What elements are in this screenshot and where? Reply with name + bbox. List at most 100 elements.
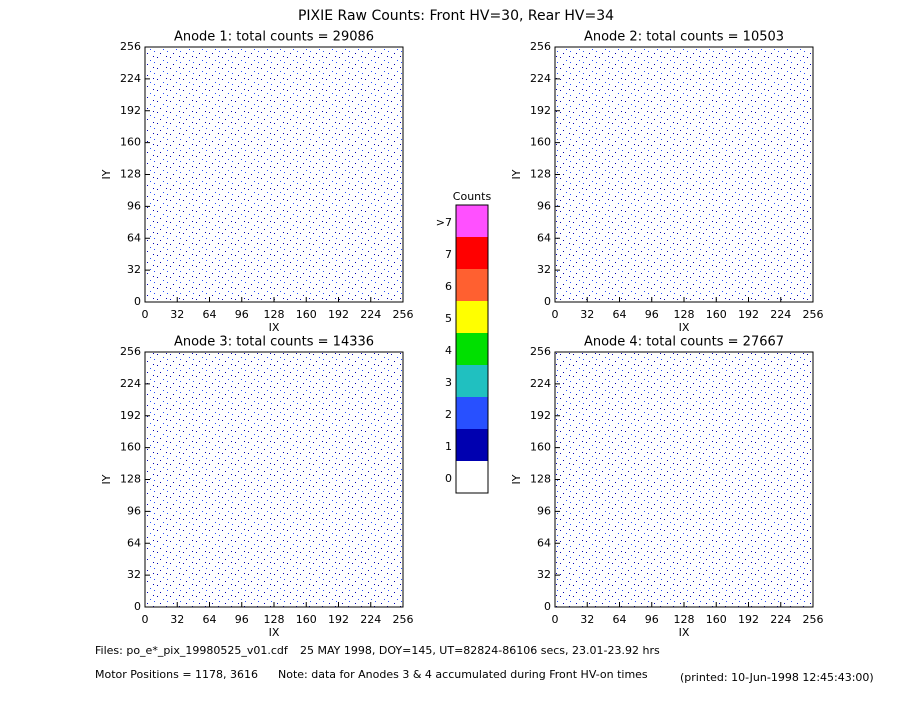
y-tick-label: 192 — [530, 104, 551, 117]
y-tick-label: 192 — [120, 409, 141, 422]
y-tick-label: 128 — [530, 168, 551, 181]
y-tick-label: 192 — [120, 104, 141, 117]
x-axis-label: IX — [679, 321, 690, 334]
footer-printed: (printed: 10-Jun-1998 12:45:43:00) — [680, 671, 874, 684]
y-tick-label: 192 — [530, 409, 551, 422]
x-tick-label: 224 — [770, 308, 791, 321]
colorbar-box — [456, 429, 488, 461]
colorbar-box — [456, 301, 488, 333]
y-tick-label: 128 — [530, 473, 551, 486]
x-tick-label: 192 — [738, 613, 759, 626]
colorbar-box — [456, 205, 488, 237]
x-tick-label: 256 — [393, 308, 414, 321]
x-tick-label: 128 — [674, 308, 695, 321]
x-tick-label: 64 — [613, 613, 627, 626]
colorbar-label: 3 — [445, 376, 452, 389]
footer-motor: Motor Positions = 1178, 3616 — [95, 668, 258, 681]
colorbar-label: 5 — [445, 312, 452, 325]
y-tick-label: 224 — [530, 377, 551, 390]
y-tick-label: 96 — [127, 504, 141, 517]
heatmap-area — [555, 47, 813, 302]
y-tick-label: 256 — [120, 40, 141, 53]
main-title: PIXIE Raw Counts: Front HV=30, Rear HV=3… — [298, 8, 614, 24]
x-tick-label: 192 — [738, 308, 759, 321]
y-tick-label: 32 — [127, 263, 141, 276]
y-tick-label: 32 — [537, 568, 551, 581]
x-tick-label: 192 — [328, 308, 349, 321]
colorbar-label: 1 — [445, 440, 452, 453]
y-tick-label: 96 — [537, 199, 551, 212]
footer-files: Files: po_e*_pix_19980525_v01.cdf — [95, 644, 289, 657]
x-tick-label: 64 — [203, 613, 217, 626]
y-tick-label: 256 — [530, 40, 551, 53]
y-tick-label: 0 — [134, 600, 141, 613]
y-tick-label: 224 — [120, 377, 141, 390]
y-tick-label: 160 — [120, 136, 141, 149]
y-tick-label: 96 — [127, 199, 141, 212]
x-tick-label: 96 — [645, 308, 659, 321]
x-tick-label: 160 — [296, 613, 317, 626]
y-tick-label: 0 — [544, 295, 551, 308]
y-tick-label: 256 — [120, 345, 141, 358]
x-tick-label: 128 — [264, 613, 285, 626]
y-tick-label: 160 — [120, 441, 141, 454]
x-tick-label: 256 — [393, 613, 414, 626]
y-tick-label: 128 — [120, 473, 141, 486]
x-axis-label: IX — [269, 626, 280, 639]
y-tick-label: 224 — [120, 72, 141, 85]
footer-note: Note: data for Anodes 3 & 4 accumulated … — [278, 668, 648, 681]
x-tick-label: 256 — [803, 613, 824, 626]
x-tick-label: 128 — [264, 308, 285, 321]
colorbar-box — [456, 365, 488, 397]
panel-title: Anode 3: total counts = 14336 — [174, 335, 374, 350]
x-tick-label: 128 — [674, 613, 695, 626]
colorbar-box — [456, 397, 488, 429]
colorbar-label: 7 — [445, 248, 452, 261]
x-tick-label: 0 — [552, 613, 559, 626]
colorbar-label: 4 — [445, 344, 452, 357]
colorbar-box — [456, 333, 488, 365]
x-tick-label: 32 — [170, 613, 184, 626]
x-tick-label: 64 — [613, 308, 627, 321]
x-tick-label: 256 — [803, 308, 824, 321]
y-tick-label: 64 — [537, 536, 551, 549]
y-tick-label: 64 — [127, 536, 141, 549]
y-tick-label: 224 — [530, 72, 551, 85]
y-tick-label: 64 — [537, 231, 551, 244]
y-axis-label: IY — [510, 474, 523, 484]
colorbar-box — [456, 269, 488, 301]
y-axis-label: IY — [100, 169, 113, 179]
heatmap-area — [145, 352, 403, 607]
y-tick-label: 32 — [537, 263, 551, 276]
y-tick-label: 160 — [530, 136, 551, 149]
colorbar-title: Counts — [453, 190, 492, 203]
x-tick-label: 224 — [360, 613, 381, 626]
panel-title: Anode 4: total counts = 27667 — [584, 335, 784, 350]
y-tick-label: 128 — [120, 168, 141, 181]
colorbar-label: 0 — [445, 472, 452, 485]
x-tick-label: 96 — [235, 308, 249, 321]
y-tick-label: 32 — [127, 568, 141, 581]
x-tick-label: 192 — [328, 613, 349, 626]
y-tick-label: 96 — [537, 504, 551, 517]
colorbar-box — [456, 237, 488, 269]
y-tick-label: 0 — [134, 295, 141, 308]
x-tick-label: 32 — [170, 308, 184, 321]
x-tick-label: 224 — [360, 308, 381, 321]
x-tick-label: 224 — [770, 613, 791, 626]
x-tick-label: 64 — [203, 308, 217, 321]
x-tick-label: 160 — [296, 308, 317, 321]
y-axis-label: IY — [100, 474, 113, 484]
y-tick-label: 64 — [127, 231, 141, 244]
heatmap-area — [145, 47, 403, 302]
y-tick-label: 0 — [544, 600, 551, 613]
x-axis-label: IX — [679, 626, 690, 639]
colorbar-label: >7 — [436, 216, 452, 229]
panel-title: Anode 1: total counts = 29086 — [174, 30, 374, 45]
footer-date: 25 MAY 1998, DOY=145, UT=82824-86106 sec… — [300, 644, 660, 657]
heatmap-area — [555, 352, 813, 607]
x-axis-label: IX — [269, 321, 280, 334]
panel-title: Anode 2: total counts = 10503 — [584, 30, 784, 45]
x-tick-label: 0 — [142, 613, 149, 626]
